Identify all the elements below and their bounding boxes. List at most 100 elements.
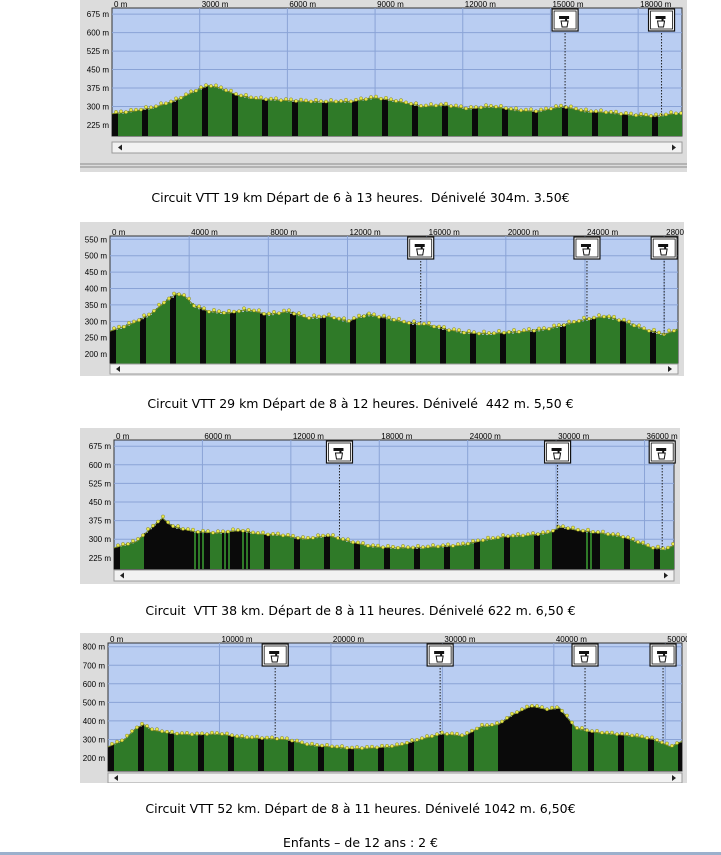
- elevation-bar: [596, 112, 598, 136]
- elevation-point: [429, 102, 433, 106]
- horizontal-scrollbar: [107, 772, 683, 784]
- elevation-bar: [232, 312, 234, 364]
- elevation-bar: [492, 332, 494, 364]
- elevation-bar: [584, 731, 586, 771]
- scroll-right-icon: [664, 572, 668, 579]
- elevation-point: [494, 104, 498, 109]
- elevation-bar: [466, 542, 468, 569]
- elevation-bar: [420, 325, 422, 364]
- elevation-bar: [668, 746, 670, 771]
- water-tap-icon: [658, 655, 667, 663]
- elevation-bar: [626, 323, 628, 364]
- elevation-bar: [500, 536, 502, 569]
- y-tick-label: 500 m: [83, 698, 106, 707]
- elevation-bar: [502, 537, 504, 569]
- elevation-point: [591, 529, 595, 534]
- elevation-point: [536, 532, 540, 537]
- elevation-bar: [396, 746, 398, 771]
- elevation-bar: [402, 102, 404, 136]
- elevation-bar: [554, 326, 556, 364]
- elevation-bar: [680, 114, 682, 136]
- elevation-bar: [550, 108, 552, 136]
- elevation-point: [265, 735, 269, 740]
- elevation-bar: [656, 739, 658, 771]
- elevation-bar: [368, 747, 370, 771]
- elevation-bar: [204, 87, 206, 136]
- elevation-point: [250, 735, 254, 740]
- elevation-point: [430, 734, 434, 738]
- elevation-point: [440, 730, 444, 735]
- elevation-bar: [256, 311, 258, 364]
- elevation-bar: [422, 107, 424, 136]
- elevation-bar: [630, 114, 632, 136]
- elevation-bar: [654, 117, 656, 136]
- elevation-bar: [588, 731, 590, 771]
- elevation-bar: [402, 321, 404, 364]
- elevation-point: [500, 719, 504, 724]
- elevation-bar: [304, 101, 306, 136]
- footer-children-price: Enfants – de 12 ans : 2 €: [282, 835, 439, 850]
- water-tap-icon: [658, 244, 669, 249]
- elevation-bar: [612, 733, 614, 771]
- elevation-bar: [600, 732, 602, 771]
- elevation-bar: [166, 104, 168, 136]
- elevation-bar: [458, 330, 460, 364]
- elevation-bar: [182, 734, 184, 771]
- elevation-bar: [336, 748, 338, 771]
- elevation-bar: [546, 533, 548, 569]
- elevation-bar: [244, 738, 246, 771]
- elevation-point: [424, 103, 428, 108]
- elevation-point: [194, 88, 198, 93]
- water-tap-icon: [551, 8, 579, 32]
- elevation-bar: [616, 320, 618, 364]
- elevation-point: [372, 312, 376, 317]
- elevation-bar: [474, 541, 476, 569]
- elevation-point: [364, 97, 368, 102]
- elevation-bar: [550, 709, 552, 771]
- elevation-bar: [218, 88, 220, 136]
- elevation-point: [634, 113, 638, 118]
- elevation-bar: [148, 313, 150, 364]
- elevation-bar: [268, 315, 270, 364]
- elevation-bar: [578, 322, 580, 364]
- elevation-bar: [464, 545, 466, 569]
- elevation-point: [226, 529, 230, 534]
- elevation-point: [365, 745, 369, 749]
- elevation-point: [215, 731, 219, 735]
- elevation-bar: [362, 544, 364, 569]
- elevation-bar: [622, 321, 624, 364]
- elevation-bar: [320, 537, 322, 569]
- elevation-point: [321, 533, 325, 538]
- elevation-bar: [394, 745, 396, 771]
- elevation-bar: [532, 534, 534, 569]
- elevation-bar: [250, 96, 252, 136]
- elevation-bar: [582, 531, 584, 569]
- elevation-bar: [154, 730, 156, 771]
- elevation-point: [355, 745, 359, 749]
- elevation-bar: [318, 746, 320, 771]
- elevation-bar: [586, 730, 588, 771]
- elevation-bar: [148, 529, 150, 569]
- elevation-bar: [354, 318, 356, 364]
- elevation-bar: [374, 98, 376, 136]
- elevation-bar: [250, 737, 252, 771]
- elevation-bar: [282, 535, 284, 569]
- elevation-bar: [398, 321, 400, 364]
- elevation-point: [247, 307, 251, 312]
- elevation-bar: [160, 519, 162, 569]
- elevation-bar: [650, 116, 652, 136]
- elevation-point: [296, 536, 300, 540]
- elevation-point: [450, 731, 454, 736]
- elevation-bar: [160, 305, 162, 364]
- elevation-point: [484, 103, 488, 107]
- elevation-bar: [366, 748, 368, 771]
- elevation-point: [544, 106, 548, 111]
- elevation-point: [471, 539, 475, 543]
- x-tick-label: 0 m: [110, 635, 124, 644]
- elevation-area: [114, 514, 674, 569]
- elevation-bar: [224, 313, 226, 364]
- elevation-bar: [126, 112, 128, 136]
- elevation-point: [422, 321, 426, 326]
- elevation-bar: [656, 333, 658, 364]
- elevation-bar: [432, 546, 434, 569]
